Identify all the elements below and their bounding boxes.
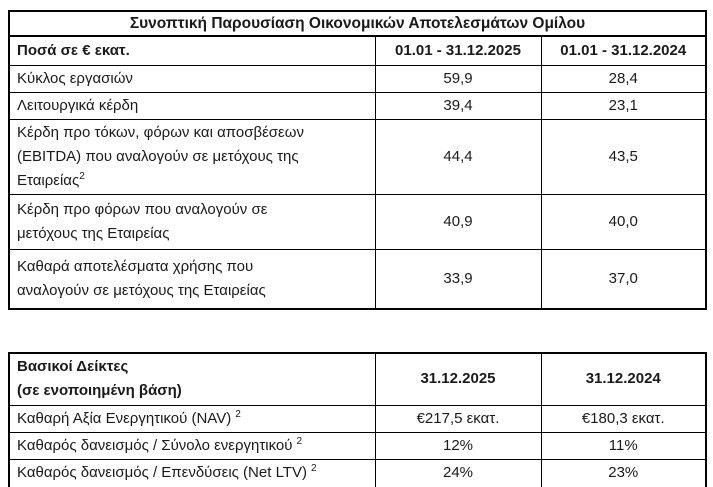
row-label-text: Καθαρός δανεισμός / Σύνολο ενεργητικού — [17, 436, 293, 454]
financial-summary-table: Συνοπτική Παρουσίαση Οικονομικών Αποτελε… — [8, 10, 707, 310]
value-2024: 23,1 — [540, 91, 707, 120]
value-2024: 11% — [540, 431, 707, 460]
period-2025-header: 01.01 - 31.12.2025 — [374, 35, 542, 66]
value-2024: 43,5 — [540, 118, 707, 195]
table-row: Καθαρά αποτελέσματα χρήσης που αναλογούν… — [8, 248, 707, 310]
table-row: Κέρδη προ φόρων που αναλογούν σε μετόχου… — [8, 193, 707, 250]
value-2025: 39,4 — [374, 91, 542, 120]
ratios-table-title: Βασικοί Δείκτες (σε ενοποιημένη βάση) — [8, 352, 376, 406]
table-row: Κέρδη προ τόκων, φόρων και αποσβέσεων (E… — [8, 118, 707, 195]
row-label-text: Καθαρός δανεισμός / Επενδύσεις (Net LTV) — [17, 464, 307, 482]
row-label-ebitda: Κέρδη προ τόκων, φόρων και αποσβέσεων (E… — [8, 118, 376, 195]
key-ratios-table: Βασικοί Δείκτες (σε ενοποιημένη βάση) 31… — [8, 352, 707, 487]
row-label-net-debt-to-assets: Καθαρός δανεισμός / Σύνολο ενεργητικού 2 — [8, 431, 376, 460]
value-2025: 33,9 — [374, 248, 542, 310]
value-2025: 24% — [374, 458, 542, 487]
row-label-operating-profit: Λειτουργικά κέρδη — [8, 91, 376, 120]
table-row: Καθαρή Αξία Ενεργητικού (NAV) 2 €217,5 εκ… — [8, 404, 707, 433]
table-row: Κύκλος εργασιών 59,9 28,4 — [8, 64, 707, 93]
row-label-turnover: Κύκλος εργασιών — [8, 64, 376, 93]
table-row: Καθαρός δανεισμός / Σύνολο ενεργητικού 2 … — [8, 431, 707, 460]
footnote-reference: 2 — [296, 435, 303, 447]
date-2024-header: 31.12.2024 — [540, 352, 707, 406]
value-2024: 40,0 — [540, 193, 707, 250]
value-2024: 28,4 — [540, 64, 707, 93]
value-2025: 44,4 — [374, 118, 542, 195]
amounts-unit-label: Ποσά σε € εκατ. — [8, 35, 376, 66]
value-2024: 23% — [540, 458, 707, 487]
period-2024-header: 01.01 - 31.12.2024 — [540, 35, 707, 66]
value-2025: 59,9 — [374, 64, 542, 93]
row-label-net-ltv: Καθαρός δανεισμός / Επενδύσεις (Net LTV)… — [8, 458, 376, 487]
value-2025: 12% — [374, 431, 542, 460]
row-label-text: Καθαρή Αξία Ενεργητικού (NAV) — [17, 409, 232, 427]
footnote-reference: 2 — [79, 170, 85, 182]
row-label-profit-before-tax: Κέρδη προ φόρων που αναλογούν σε μετόχου… — [8, 193, 376, 250]
value-2025: €217,5 εκατ. — [374, 404, 542, 433]
value-2025: 40,9 — [374, 193, 542, 250]
row-label-nav: Καθαρή Αξία Ενεργητικού (NAV) 2 — [8, 404, 376, 433]
footnote-reference: 2 — [235, 408, 241, 420]
table-row: Λειτουργικά κέρδη 39,4 23,1 — [8, 91, 707, 120]
value-2024: 37,0 — [540, 248, 707, 310]
date-2025-header: 31.12.2025 — [374, 352, 542, 406]
row-label-net-results: Καθαρά αποτελέσματα χρήσης που αναλογούν… — [8, 248, 376, 310]
summary-table-title: Συνοπτική Παρουσίαση Οικονομικών Αποτελε… — [8, 10, 707, 37]
value-2024: €180,3 εκατ. — [540, 404, 707, 433]
row-label-text: Κέρδη προ τόκων, φόρων και αποσβέσεων (E… — [17, 123, 304, 189]
footnote-reference: 2 — [310, 463, 317, 475]
table-row: Καθαρός δανεισμός / Επενδύσεις (Net LTV)… — [8, 458, 707, 487]
